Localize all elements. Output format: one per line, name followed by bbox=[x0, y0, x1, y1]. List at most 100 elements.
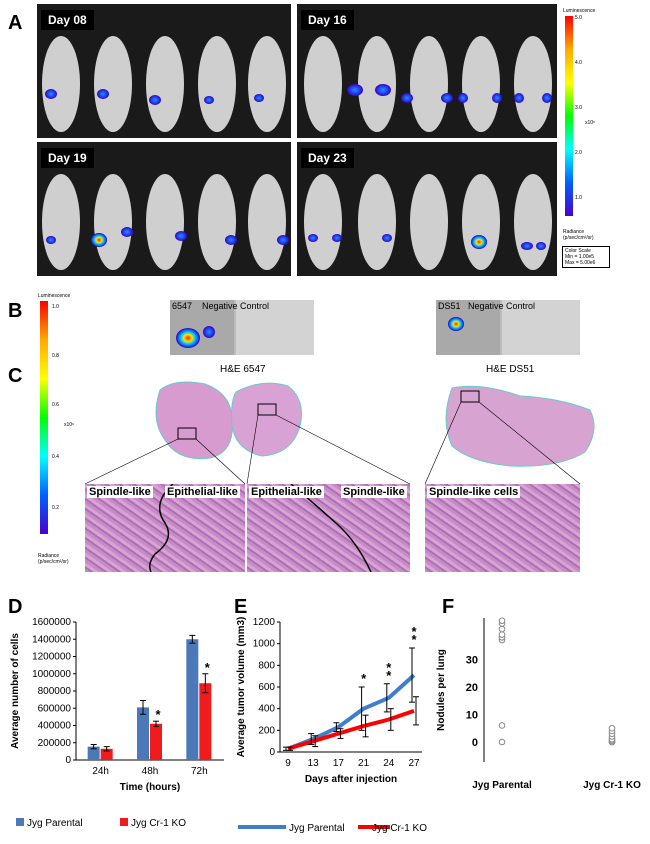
f-point-parental bbox=[498, 722, 506, 729]
lung-lum-6547: 6547 Negative Control bbox=[170, 300, 314, 355]
colorbar-b-tick-0.4: 0.4 bbox=[52, 454, 59, 460]
f-point-parental bbox=[498, 738, 506, 746]
histology-boundary-1 bbox=[148, 484, 174, 572]
he-6547-zoom-box-1 bbox=[177, 427, 197, 440]
e-ytick-label: 1000 bbox=[253, 639, 276, 650]
colorbar-a-scale-title: Color Scale bbox=[565, 248, 591, 254]
colorbar-a-gradient bbox=[565, 16, 573, 216]
day-label-19: Day 19 bbox=[41, 148, 94, 168]
zoom2-label-left: Epithelial-like bbox=[249, 486, 324, 498]
colorbar-a-unit: (p/sec/cm²/sr) bbox=[563, 235, 594, 241]
mice-row-day23 bbox=[304, 174, 552, 270]
e-ylabel: Average tumor volume (mm3) bbox=[236, 617, 247, 758]
e-ytick-label: 800 bbox=[258, 660, 275, 671]
d-ytick-label: 600000 bbox=[38, 703, 72, 714]
colorbar-b-gradient bbox=[40, 301, 48, 534]
d-ytick-label: 0 bbox=[65, 755, 71, 766]
d-xlabel: Time (hours) bbox=[120, 782, 180, 793]
zoom1-label-right: Epithelial-like bbox=[165, 486, 240, 498]
f-xtick-label: Jyg Parental bbox=[472, 780, 532, 791]
he-ds51-zoom-box bbox=[460, 390, 480, 403]
colorbar-a-tick-4: 4.0 bbox=[575, 60, 582, 66]
colorbar-b-tick-0.2: 0.2 bbox=[52, 505, 59, 511]
d-xtick-label: 24h bbox=[92, 766, 109, 777]
mouse-image-day19: Day 19 bbox=[37, 142, 291, 276]
d-legend-swatch-ko bbox=[120, 818, 128, 826]
panel-letter-b: B bbox=[8, 300, 23, 322]
colorbar-b-unit-title: Radiance bbox=[38, 553, 60, 559]
he-6547-section-2 bbox=[231, 382, 302, 457]
colorbar-a-scale-min: Min = 1.00e5 bbox=[565, 254, 595, 260]
he-6547-zoom-box-2 bbox=[257, 403, 277, 416]
histology-zoom-3: Spindle-like cells bbox=[425, 484, 580, 572]
colorbar-a-tick-3: 3.0 bbox=[575, 105, 582, 111]
panel-letter-e: E bbox=[234, 596, 248, 618]
d-xtick-label: 72h bbox=[191, 766, 208, 777]
d-ytick-label: 1400000 bbox=[32, 634, 71, 645]
he-ds51-section bbox=[445, 385, 595, 467]
f-ytick-label: 0 bbox=[472, 737, 478, 749]
zoom-connectors bbox=[84, 401, 581, 485]
panel-letter-a: A bbox=[8, 12, 23, 34]
e-xtick-label: 9 bbox=[285, 758, 291, 769]
colorbar-a-scale-max: Max = 5.00e6 bbox=[565, 260, 596, 266]
e-significance: * bbox=[386, 660, 392, 675]
f-point-parental bbox=[498, 631, 506, 638]
e-line-parental bbox=[287, 673, 416, 751]
f-point-parental bbox=[498, 625, 506, 633]
e-legend-ko: Jyg Cr-1 KO bbox=[372, 823, 427, 834]
he-sections-svg bbox=[84, 381, 595, 485]
day-label-08: Day 08 bbox=[41, 10, 94, 30]
d-ytick-label: 200000 bbox=[38, 738, 72, 749]
d-significance: * bbox=[205, 660, 211, 675]
zoom3-label: Spindle-like cells bbox=[427, 486, 521, 498]
lung-lum-ds51: DS51 Negative Control bbox=[436, 300, 580, 355]
e-xlabel: Days after injection bbox=[305, 774, 397, 785]
he-right-title: H&E DS51 bbox=[486, 364, 535, 375]
e-line-ko bbox=[287, 708, 415, 751]
d-legend-ko: Jyg Cr-1 KO bbox=[131, 818, 186, 829]
d-legend-parental: Jyg Parental bbox=[27, 818, 83, 829]
e-ytick-label: 400 bbox=[258, 704, 275, 715]
e-significance: * bbox=[361, 671, 367, 686]
lung-lum-ds51-svg bbox=[436, 300, 580, 355]
colorbar-b-unit: (p/sec/cm²/sr) bbox=[38, 559, 69, 565]
f-ylabel: Nodules per lung bbox=[436, 649, 447, 731]
panel-letter-d: D bbox=[8, 596, 23, 618]
e-xtick-label: 13 bbox=[308, 758, 320, 769]
e-ytick-label: 1200 bbox=[253, 617, 276, 628]
d-ytick-label: 400000 bbox=[38, 721, 72, 732]
zoom1-label-left: Spindle-like bbox=[87, 486, 153, 498]
e-xtick-label: 17 bbox=[333, 758, 345, 769]
colorbar-a-tick-5: 5.0 bbox=[575, 15, 582, 21]
histology-zoom-2: Epithelial-like Spindle-like bbox=[247, 484, 410, 572]
mouse-image-day08: Day 08 bbox=[37, 4, 291, 138]
colorbar-a-tick-2: 2.0 bbox=[575, 150, 582, 156]
b-right-title: DS51 Negative Control bbox=[438, 301, 536, 311]
panel-letter-f: F bbox=[442, 596, 455, 618]
e-ytick-label: 0 bbox=[269, 747, 275, 758]
d-bar-ko bbox=[150, 723, 162, 760]
e-legend-parental: Jyg Parental bbox=[289, 823, 345, 834]
e-ytick-label: 200 bbox=[258, 725, 275, 736]
mice-row-day19 bbox=[42, 174, 289, 270]
colorbar-b-tick-1: 1.0 bbox=[52, 304, 59, 310]
chart-f: 0 10 20 30 Jyg Parental Jyg Cr-1 KO Nodules pe… bbox=[436, 617, 641, 791]
d-bar-parental bbox=[87, 746, 100, 760]
f-ytick-label: 30 bbox=[466, 654, 478, 666]
d-ytick-label: 1600000 bbox=[32, 617, 71, 628]
d-significance: * bbox=[155, 707, 161, 722]
lung-lum-6547-svg bbox=[170, 300, 314, 355]
d-ytick-label: 1200000 bbox=[32, 652, 71, 663]
he-6547-section-1 bbox=[155, 381, 233, 460]
colorbar-b-exponent: x10⁶ bbox=[64, 422, 75, 428]
f-xtick-label: Jyg Cr-1 KO bbox=[583, 780, 641, 791]
mice-row-day16 bbox=[304, 36, 552, 132]
colorbar-b-tick-0.8: 0.8 bbox=[52, 353, 59, 359]
day-label-16: Day 16 bbox=[301, 10, 354, 30]
mice-row-day08 bbox=[42, 36, 286, 132]
colorbar-b-tick-0.6: 0.6 bbox=[52, 402, 59, 408]
e-xtick-label: 27 bbox=[408, 758, 420, 769]
e-ytick-label: 600 bbox=[258, 682, 275, 693]
